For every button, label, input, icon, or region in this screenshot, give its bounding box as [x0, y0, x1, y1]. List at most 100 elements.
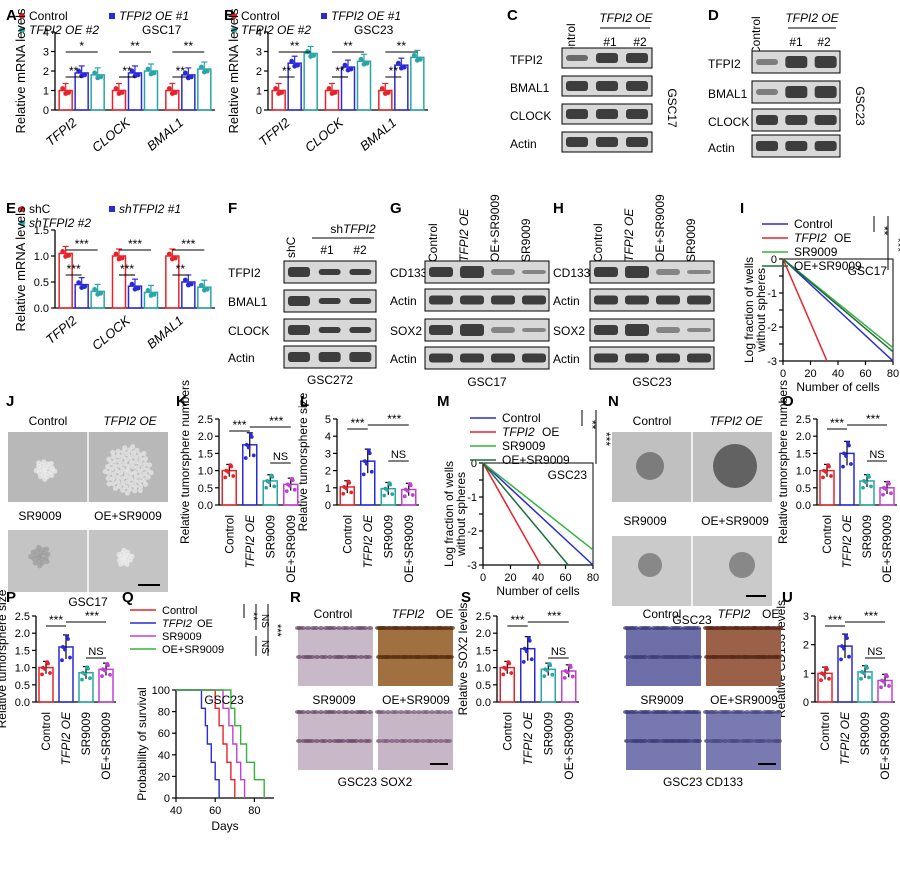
series-line — [482, 462, 542, 566]
data-point — [198, 64, 204, 70]
data-point — [342, 62, 348, 68]
blot-band — [594, 267, 618, 277]
data-point — [85, 665, 89, 670]
y-tick-label: 1.0 — [34, 251, 49, 263]
data-point — [182, 277, 188, 283]
y-tick-label: 0 — [471, 458, 477, 470]
x-axis-title: Days — [211, 819, 238, 833]
ihc-stain — [398, 710, 404, 714]
ihc-stain — [349, 626, 355, 630]
data-point — [563, 669, 568, 673]
ihc-stain — [413, 626, 419, 630]
y-tick-label: 20 — [158, 771, 170, 783]
ihc-stain — [341, 710, 347, 714]
x-tick-label: SR9009 — [858, 712, 872, 756]
ihc-stain — [389, 739, 395, 743]
y-axis-title: Relative tumorsphere size — [296, 392, 310, 531]
data-point — [101, 667, 105, 672]
ihc-stain — [746, 626, 752, 630]
ihc-stain — [740, 739, 746, 743]
x-tick-label: 40 — [170, 805, 182, 817]
data-point — [113, 251, 119, 257]
x-tick-label: Control — [222, 515, 236, 554]
ihc-stain — [773, 655, 779, 659]
data-point — [410, 493, 415, 497]
data-point — [129, 68, 135, 74]
ihc-stain — [301, 739, 307, 743]
ihc-stain — [733, 626, 739, 630]
y-tick-label: 1.0 — [198, 466, 213, 478]
x-tick-label: Control — [39, 712, 53, 751]
panel-label-F: F — [228, 200, 237, 217]
data-point — [562, 675, 567, 680]
ihc-stain — [651, 710, 657, 714]
data-point — [108, 672, 112, 677]
data-point — [166, 251, 172, 257]
x-tick-label: 60 — [209, 805, 221, 817]
data-point — [41, 665, 45, 670]
ihc-stain — [753, 739, 759, 743]
data-point — [521, 660, 526, 664]
sphere-cell — [36, 544, 42, 551]
data-point — [60, 658, 64, 663]
ihc-stain — [707, 626, 713, 630]
x-tick-label: SR9009 — [541, 712, 555, 756]
data-point — [840, 644, 844, 648]
lane-label: #2 — [353, 243, 367, 257]
sig-label: *** — [75, 237, 89, 251]
sphere-cell — [137, 468, 143, 474]
blot-band — [522, 353, 546, 363]
ihc-stain — [336, 710, 342, 714]
data-point — [188, 281, 194, 287]
ihc-stain — [718, 710, 724, 714]
survival-curve — [176, 689, 265, 798]
sphere-cell — [137, 483, 144, 489]
ihc-stain — [392, 626, 398, 630]
blot-band — [349, 298, 372, 304]
sphere-cell — [133, 459, 139, 465]
sphere-cell — [108, 460, 114, 466]
ihc-stain — [359, 626, 365, 630]
y-tick-label: 0.5 — [34, 277, 49, 289]
ihc-stain — [767, 710, 773, 714]
ihc-stain — [306, 739, 312, 743]
ihc-stain — [652, 739, 658, 743]
data-point — [522, 646, 527, 651]
blot-band — [460, 353, 484, 363]
data-point — [364, 461, 369, 466]
x-tick-label: OE+SR9009 — [880, 515, 894, 583]
image-caption: OE+SR9009 — [701, 514, 769, 528]
data-point — [76, 280, 82, 285]
sphere-cell — [115, 479, 121, 485]
x-tick-label: OE+SR9009 — [284, 515, 298, 583]
sphere-cell — [125, 479, 131, 485]
sphere-cell — [140, 465, 147, 471]
sphere-cell — [106, 456, 112, 462]
image-caption: Control — [633, 414, 672, 428]
ihc-stain — [332, 655, 338, 659]
data-point — [129, 281, 135, 287]
lane-label: SR9009 — [519, 218, 533, 262]
ihc-stain — [719, 655, 725, 659]
data-point — [113, 86, 119, 91]
data-point — [166, 86, 172, 91]
sphere-cell — [145, 474, 151, 480]
ihc-stain — [387, 626, 393, 630]
ihc-stain — [416, 710, 422, 714]
ihc-stain — [341, 626, 347, 630]
ihc-stain — [678, 739, 684, 743]
x-tick-label: TFPI2 OE — [521, 711, 535, 765]
y-tick-label: 0 — [325, 500, 331, 512]
sig-label: *** — [547, 609, 561, 623]
blot-band — [687, 353, 711, 363]
image-caption: OE+SR9009 — [710, 693, 778, 707]
blot-row-label: BMAL1 — [708, 87, 748, 101]
x-tick-label: TFPI2 OE — [361, 514, 375, 568]
y-tick-label: 1.0 — [796, 466, 811, 478]
ihc-stain — [749, 710, 755, 714]
data-point — [295, 62, 301, 68]
sig-label: NS — [551, 646, 566, 658]
image-caption: GSC23 SOX2 — [338, 775, 413, 789]
sig-label: NS — [869, 449, 884, 461]
x-tick-label: OE+SR9009 — [878, 712, 892, 780]
